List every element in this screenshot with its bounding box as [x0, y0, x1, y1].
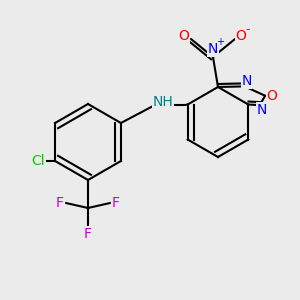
- Text: Cl: Cl: [32, 154, 45, 168]
- Text: O: O: [236, 29, 246, 43]
- Text: -: -: [246, 23, 250, 37]
- Text: F: F: [56, 196, 64, 210]
- Text: O: O: [178, 29, 189, 43]
- Text: F: F: [112, 196, 120, 210]
- Text: NH: NH: [153, 95, 173, 109]
- Text: N: N: [208, 42, 218, 56]
- Text: +: +: [216, 37, 224, 47]
- Text: N: N: [242, 74, 252, 88]
- Text: N: N: [256, 103, 267, 117]
- Text: O: O: [267, 89, 278, 103]
- Text: F: F: [84, 227, 92, 241]
